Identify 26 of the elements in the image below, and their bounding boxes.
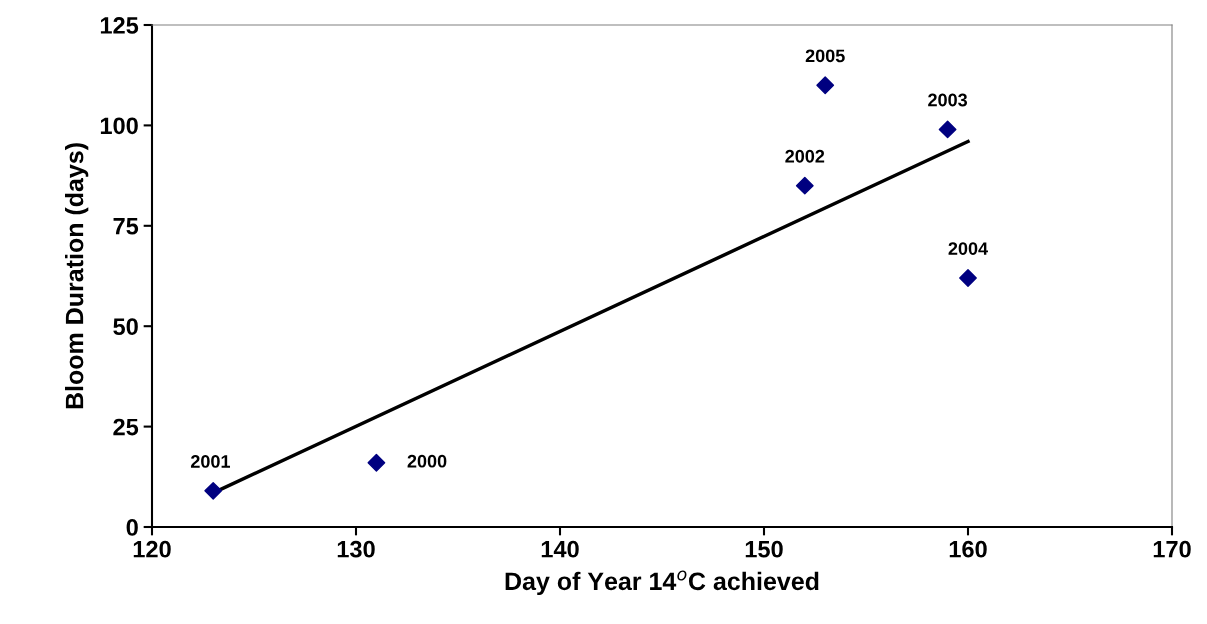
y-tick-label: 25 [113, 418, 139, 436]
x-tick-label: 150 [745, 540, 783, 558]
y-tick-label: 75 [113, 218, 139, 235]
x-tick-label: 130 [337, 540, 375, 558]
annotation: 2003 [928, 93, 968, 107]
point [938, 120, 957, 139]
x-axis-title: Day of Year 14$^{o}$C achieved [505, 570, 819, 596]
point [795, 176, 814, 195]
y-tick-label: 50 [113, 318, 138, 335]
y-tick-label: 125 [100, 17, 139, 34]
annotation: 2004 [948, 242, 988, 255]
x-tick-label: 170 [1153, 540, 1191, 558]
annotation: 2002 [785, 149, 825, 163]
y-tick-label: 100 [100, 117, 138, 135]
x-tick-label: 140 [541, 540, 579, 558]
x-tick-label: 120 [133, 540, 171, 558]
point [367, 453, 386, 472]
point [959, 269, 977, 287]
annotation: 2001 [190, 455, 230, 468]
x-tick-label: 160 [949, 540, 987, 558]
annotation: 2005 [805, 49, 845, 63]
point [204, 481, 223, 500]
y-tick-label: 0 [126, 519, 138, 536]
y-axis-title: Bloom Duration (days) [65, 143, 89, 409]
annotation: 2000 [407, 454, 447, 468]
point [816, 76, 835, 95]
